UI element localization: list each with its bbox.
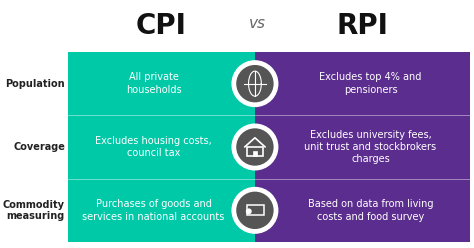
Text: All private
households: All private households	[126, 72, 181, 95]
Bar	[255, 52, 470, 242]
Circle shape	[236, 192, 273, 229]
Text: Based on data from living
costs and food survey: Based on data from living costs and food…	[308, 199, 433, 221]
Text: Purchases of goods and
services in national accounts: Purchases of goods and services in natio…	[82, 199, 225, 221]
Text: CPI: CPI	[136, 12, 187, 40]
Text: Commodity
measuring: Commodity measuring	[3, 200, 65, 221]
Circle shape	[236, 128, 273, 166]
Bar	[68, 52, 255, 242]
Text: Excludes housing costs,
council tax: Excludes housing costs, council tax	[95, 136, 212, 158]
Circle shape	[232, 61, 278, 106]
Text: Excludes top 4% and
pensioners: Excludes top 4% and pensioners	[319, 72, 422, 95]
Polygon shape	[253, 151, 257, 156]
Circle shape	[232, 187, 278, 233]
Circle shape	[246, 208, 252, 214]
Text: RPI: RPI	[337, 12, 388, 40]
Text: vs: vs	[248, 17, 265, 31]
Circle shape	[236, 65, 273, 102]
Text: Excludes university fees,
unit trust and stockbrokers
charges: Excludes university fees, unit trust and…	[304, 130, 437, 164]
Circle shape	[232, 124, 278, 170]
Text: Population: Population	[5, 79, 65, 89]
Text: Coverage: Coverage	[13, 142, 65, 152]
